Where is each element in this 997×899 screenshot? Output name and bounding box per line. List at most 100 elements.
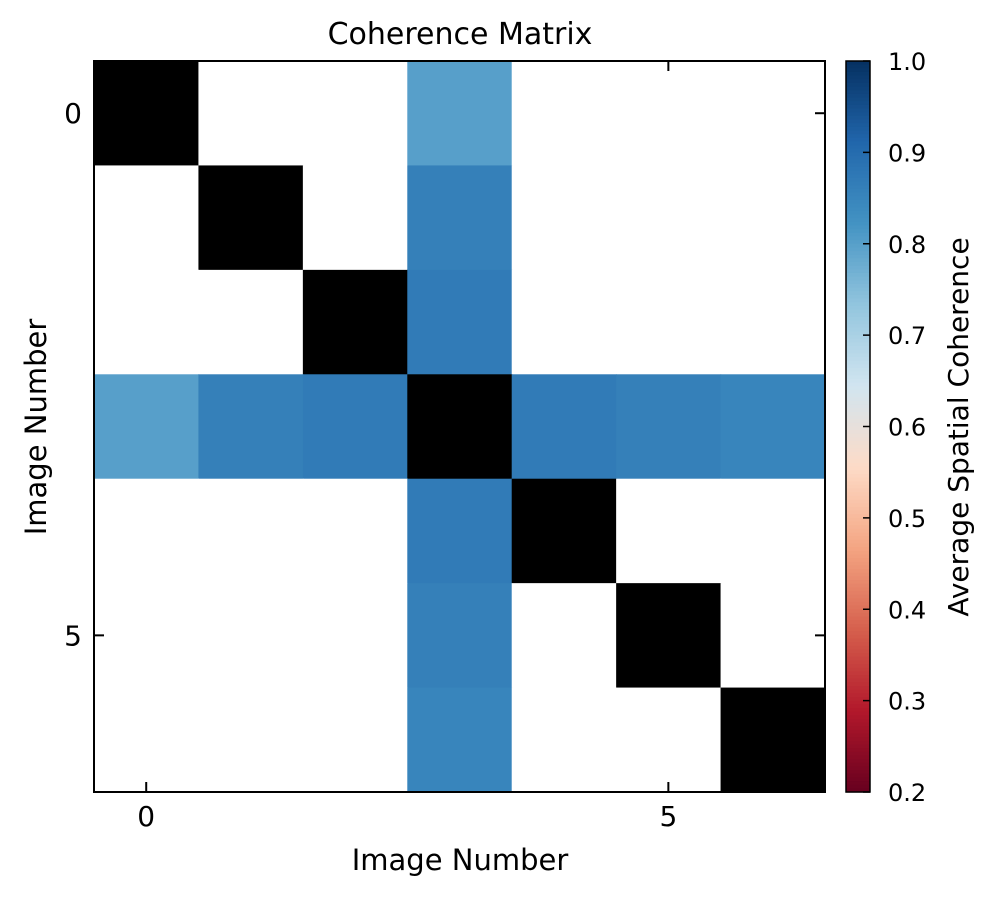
colorbar-strip	[846, 689, 870, 694]
colorbar-strip	[846, 90, 870, 95]
heatmap-cell-4-4	[511, 478, 617, 584]
colorbar-strip	[846, 744, 870, 749]
colorbar-strip	[846, 653, 870, 658]
colorbar-strip	[846, 510, 870, 515]
colorbar-strip	[846, 587, 870, 592]
colorbar-strip	[846, 499, 870, 504]
colorbar-strip	[846, 528, 870, 534]
colorbar-strip	[846, 240, 870, 245]
x-tick-label: 5	[659, 800, 677, 833]
colorbar-strip	[846, 536, 870, 541]
colorbar-strip	[846, 360, 870, 365]
colorbar-strip	[846, 481, 870, 486]
colorbar-strip	[846, 283, 870, 289]
colorbar-strip	[846, 393, 870, 398]
colorbar-strip	[846, 313, 870, 318]
heatmap-cell-1-1	[198, 165, 304, 271]
heatmap-cell-3-5	[616, 374, 722, 480]
heatmap-cell-4-5	[616, 478, 722, 584]
colorbar-strip	[846, 715, 870, 720]
colorbar-strip	[846, 675, 870, 680]
colorbar-strip	[846, 543, 870, 548]
colorbar-strip	[846, 64, 870, 69]
colorbar-strip	[846, 163, 870, 168]
colorbar-strip	[846, 517, 870, 523]
colorbar-strip	[846, 682, 870, 687]
colorbar-strip	[846, 558, 870, 563]
colorbar-strip	[846, 152, 870, 157]
colorbar-strip	[846, 302, 870, 307]
colorbar-strip	[846, 119, 870, 124]
heatmap-cell-3-3	[407, 374, 513, 480]
colorbar-strip	[846, 762, 870, 768]
colorbar-strip	[846, 225, 870, 230]
y-axis-label: Image Number	[19, 319, 53, 536]
colorbar-strip	[846, 660, 870, 665]
heatmap-cell-6-0	[94, 687, 200, 793]
colorbar-strip	[846, 620, 870, 625]
colorbar-strip	[846, 342, 870, 347]
colorbar-strip	[846, 170, 870, 175]
heatmap-cell-5-0	[94, 583, 200, 689]
colorbar-strip	[846, 251, 870, 256]
colorbar-strip	[846, 532, 870, 537]
heatmap-cell-6-6	[720, 687, 826, 793]
colorbar-strip	[846, 75, 870, 80]
colorbar-strip	[846, 199, 870, 205]
colorbar-strip	[846, 357, 870, 362]
heatmap-cell-2-2	[302, 269, 408, 375]
plot-frame	[93, 60, 826, 793]
colorbar-strip	[846, 722, 870, 727]
heatmap-cell-4-3	[407, 478, 513, 584]
y-tick-label: 0	[64, 97, 82, 130]
colorbar-strip	[846, 777, 870, 782]
colorbar-strip	[846, 188, 870, 194]
heatmap-cell-3-2	[302, 374, 408, 480]
colorbar-strip	[846, 707, 870, 713]
colorbar-strip	[846, 569, 870, 574]
colorbar-strip	[846, 726, 870, 731]
colorbar-strip	[846, 411, 870, 417]
colorbar-tick-label: 0.7	[888, 322, 926, 350]
colorbar-strip	[846, 740, 870, 746]
colorbar-strip	[846, 364, 870, 369]
colorbar-strip	[846, 229, 870, 234]
colorbar-strip	[846, 748, 870, 753]
colorbar-strip	[846, 97, 870, 102]
colorbar-strip	[846, 181, 870, 186]
heatmap-cell-1-4	[511, 165, 617, 271]
colorbar-strip	[846, 554, 870, 559]
colorbar-strip	[846, 474, 870, 479]
colorbar-strip	[846, 601, 870, 607]
colorbar-strip	[846, 693, 870, 698]
colorbar-strip	[846, 280, 870, 285]
colorbar-strip	[846, 503, 870, 508]
heatmap-cell-2-4	[511, 269, 617, 375]
colorbar: 0.2 0.3 0.4 0.5 0.6 0.7 0.8 0.9 1.0	[845, 48, 926, 807]
colorbar-strip	[846, 309, 870, 314]
colorbar-strip	[846, 287, 870, 292]
colorbar-strip	[846, 576, 870, 581]
colorbar-strip	[846, 265, 870, 270]
colorbar-strip	[846, 86, 870, 91]
colorbar-strip	[846, 371, 870, 376]
colorbar-strip	[846, 156, 870, 161]
colorbar-strip	[846, 627, 870, 632]
colorbar-strip	[846, 415, 870, 420]
colorbar-strip	[846, 638, 870, 643]
colorbar-strip	[846, 375, 870, 380]
colorbar-strip	[846, 704, 870, 709]
heatmap-cell-2-5	[616, 269, 722, 375]
colorbar-strip	[846, 389, 870, 395]
colorbar-strip	[846, 247, 870, 252]
colorbar-strip	[846, 177, 870, 183]
colorbar-strip	[846, 667, 870, 672]
colorbar-strip	[846, 272, 870, 278]
colorbar-strip	[846, 430, 870, 435]
colorbar-strip	[846, 232, 870, 238]
heatmap-cell-4-6	[720, 478, 826, 584]
colorbar-strip	[846, 408, 870, 413]
heatmap-cell-0-6	[720, 61, 826, 167]
